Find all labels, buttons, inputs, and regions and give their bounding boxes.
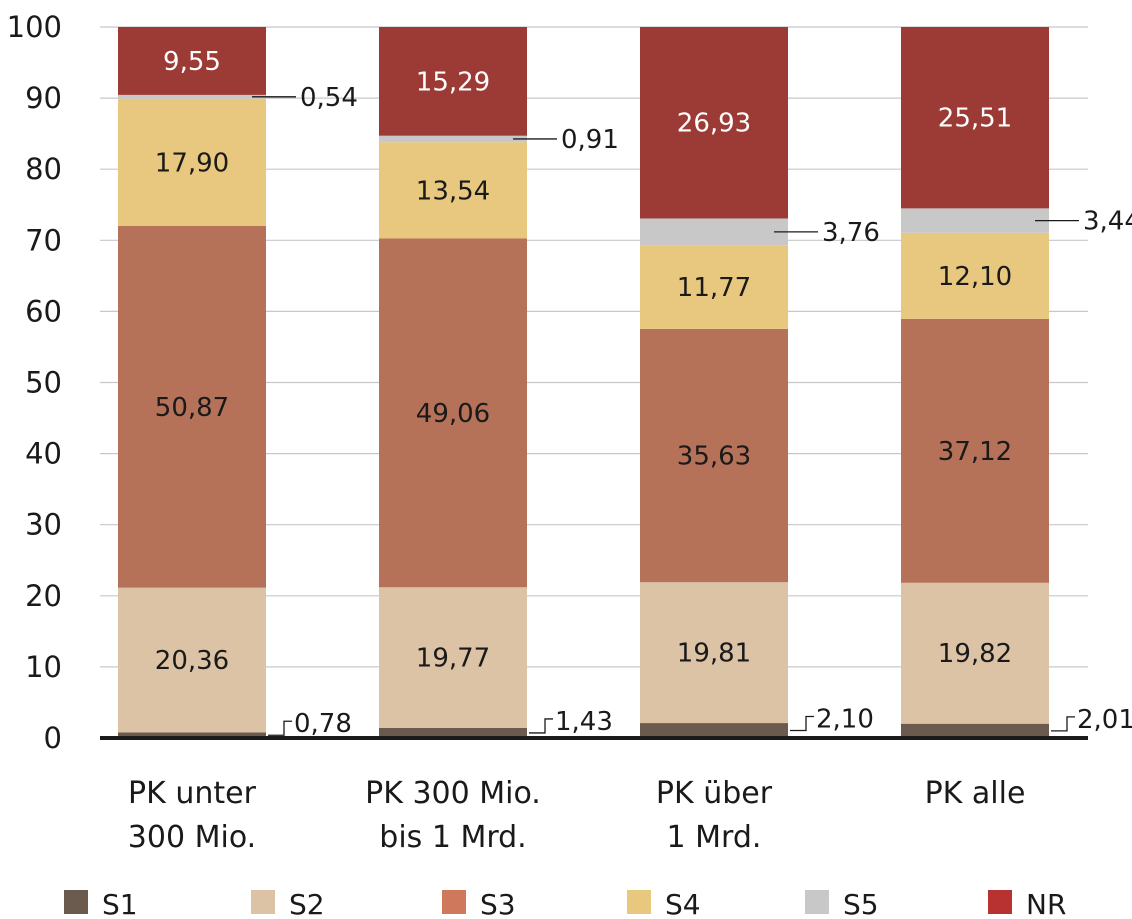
legend-swatch-s3: [442, 890, 466, 914]
legend-label: S3: [480, 888, 516, 919]
legend-swatch-s4: [627, 890, 651, 914]
outside-value-label: 0,91: [561, 125, 619, 155]
segment-value-label: 25,51: [938, 104, 1012, 134]
y-tick-label: 0: [44, 721, 62, 755]
legend-label: S1: [102, 888, 138, 919]
bar-segment-s5: [118, 94, 266, 99]
segment-value-label: 37,12: [938, 437, 1012, 467]
y-tick-label: 30: [25, 508, 62, 542]
legend-label: NR: [1026, 888, 1066, 919]
category-label: PK alle: [925, 776, 1026, 811]
category-label: 1 Mrd.: [667, 820, 762, 855]
outside-value-label: 0,54: [300, 83, 358, 113]
bar-segment-s2: [901, 582, 1049, 724]
legend-swatch-s1: [64, 890, 88, 914]
bar-segment-s2: [379, 587, 527, 728]
bar-segment-s1: [640, 723, 788, 738]
category-label: 300 Mio.: [128, 820, 256, 855]
leader-line: [790, 715, 814, 732]
bars: 0,78 20,36 50,87 17,90 0,54 9,55 1,43 19,77 49,0…: [118, 27, 1132, 739]
segment-value-label: 13,54: [416, 176, 490, 206]
legend-label: S2: [289, 888, 325, 919]
segment-value-label: 12,10: [938, 262, 1012, 292]
bar-segment-s5: [901, 208, 1049, 233]
outside-value-label: 2,01: [1077, 705, 1132, 735]
bar-segment-s4: [118, 98, 266, 227]
outside-value-label: 3,76: [822, 218, 880, 248]
segment-value-label: 35,63: [677, 442, 751, 472]
y-tick-label: 70: [25, 223, 62, 257]
bar-segment-s2: [118, 587, 266, 733]
category-labels: PK unter 300 Mio. PK 300 Mio. bis 1 Mrd. PK …: [128, 776, 1026, 855]
bar-segment-s1: [118, 732, 266, 738]
y-tick-label: 50: [25, 366, 62, 400]
outside-value-label: 2,10: [816, 705, 874, 735]
segment-value-label: 19,81: [677, 639, 751, 669]
segment-value-label: 17,90: [155, 148, 229, 178]
legend-swatch-s5: [805, 890, 829, 914]
bar-segment-s3: [901, 318, 1049, 583]
leader-line: [529, 718, 553, 734]
y-tick-label: 90: [25, 81, 62, 115]
outside-value-label: 0,78: [294, 709, 352, 739]
bar-segment-s4: [379, 142, 527, 239]
segment-value-label: 11,77: [677, 273, 751, 303]
legend-label: S4: [665, 888, 701, 919]
bar-segment-s4: [901, 232, 1049, 319]
legend: S1 S2 S3 S4 S5 NR: [64, 888, 1066, 919]
category-label: bis 1 Mrd.: [379, 820, 526, 855]
bar-segment-s5: [379, 135, 527, 143]
bar-segment-s1: [379, 727, 527, 738]
bar-segment-s3: [379, 238, 527, 588]
bar-segment-nr: [901, 27, 1049, 209]
y-tick-label: 80: [25, 152, 62, 186]
segment-value-label: 9,55: [163, 47, 221, 77]
y-tick-label: 10: [25, 650, 62, 684]
category-label: PK unter: [128, 776, 257, 811]
legend-label: S5: [843, 888, 879, 919]
outside-value-label: 3,44: [1083, 207, 1132, 237]
segment-value-label: 19,82: [938, 639, 1012, 669]
legend-swatch-s2: [251, 890, 275, 914]
bar-segment-s5: [640, 218, 788, 246]
bar-segment-s1: [901, 723, 1049, 738]
bar-segment-s2: [640, 582, 788, 724]
y-tick-label: 60: [25, 294, 62, 328]
leader-line: [268, 720, 292, 736]
bar-segment-nr: [118, 27, 266, 95]
segment-value-label: 19,77: [416, 644, 490, 674]
outside-value-label: 1,43: [555, 707, 613, 737]
y-tick-label: 20: [25, 579, 62, 613]
bar-segment-nr: [640, 27, 788, 219]
bar-segment-s3: [640, 328, 788, 583]
segment-value-label: 50,87: [155, 393, 229, 423]
segment-value-label: 15,29: [416, 67, 490, 97]
y-axis-ticks: 0 10 20 30 40 50 60 70 80 90 100: [7, 10, 62, 755]
bar-segment-s3: [118, 226, 266, 588]
bar-segment-nr: [379, 27, 527, 136]
y-tick-label: 40: [25, 437, 62, 471]
segment-value-label: 20,36: [155, 646, 229, 676]
segment-value-label: 26,93: [677, 109, 751, 139]
bar-segment-s4: [640, 245, 788, 329]
y-tick-label: 100: [7, 10, 62, 44]
category-label: PK über: [656, 776, 773, 811]
segment-value-label: 49,06: [416, 399, 490, 429]
category-label: PK 300 Mio.: [365, 776, 541, 811]
legend-swatch-nr: [988, 890, 1012, 914]
leader-line: [1051, 716, 1075, 732]
